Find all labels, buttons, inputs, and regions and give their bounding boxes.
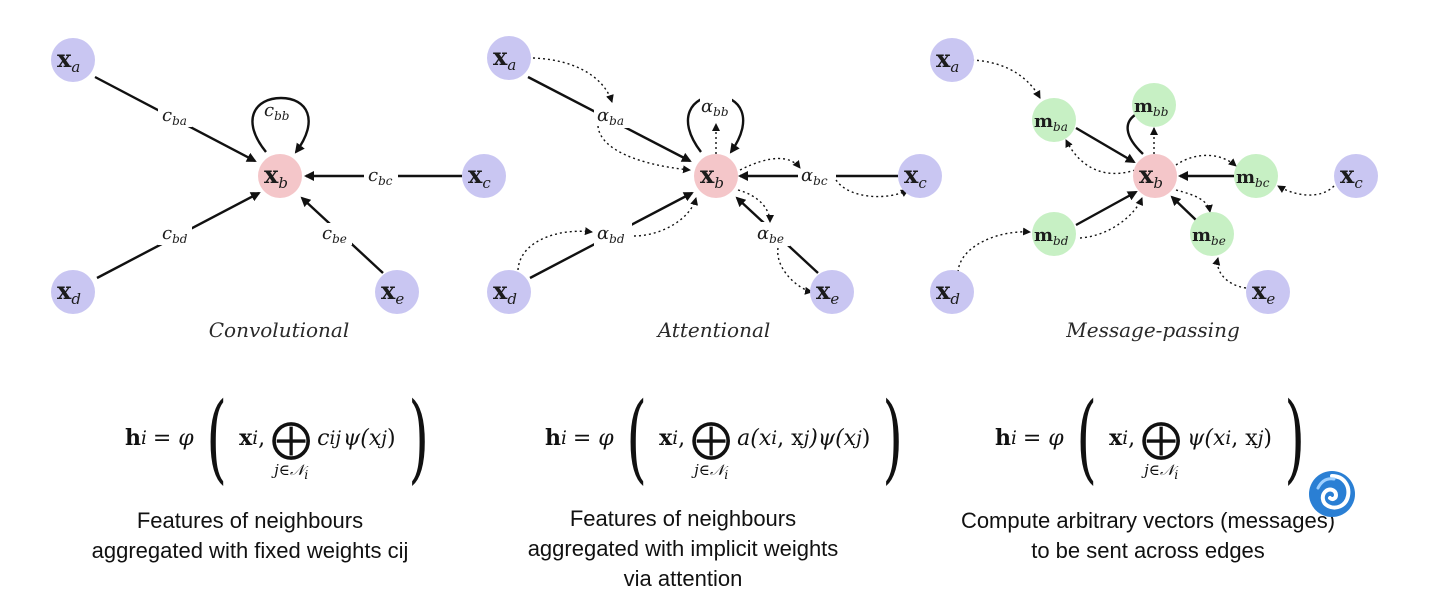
svg-text:xe: xe [381, 276, 404, 308]
node-xd: xd [487, 270, 531, 314]
svg-text:xe: xe [816, 276, 839, 308]
self-loop-b [1126, 114, 1144, 155]
node-xa: xa [487, 36, 531, 80]
edge-label-cbb: cbb [264, 100, 289, 123]
message-flows [957, 59, 1335, 289]
description-attentional: Features of neighbours aggregated with i… [527, 506, 839, 591]
node-xa: xa [51, 38, 95, 82]
svg-text:xb: xb [700, 160, 724, 192]
description-message-passing: Compute arbitrary vectors (messages) to … [960, 508, 1336, 563]
edge-mbd-b [1075, 190, 1138, 227]
svg-text:xd: xd [936, 276, 960, 308]
node-xb: xb [1133, 154, 1177, 198]
node-mba: mba [1032, 98, 1076, 142]
svg-text:xb: xb [1139, 160, 1163, 192]
node-xc: xc [898, 154, 942, 198]
svg-text:mbc: mbc [1236, 167, 1270, 190]
svg-text:xa: xa [936, 44, 959, 76]
edge-label-cba: cba [162, 105, 187, 128]
caption-attentional: Attentional [656, 318, 771, 342]
svg-text:xc: xc [468, 160, 491, 192]
edge-mbe-b [1170, 195, 1197, 221]
caption-convolutional: Convolutional [209, 318, 350, 342]
svg-text:xd: xd [493, 276, 517, 308]
svg-text:mbd: mbd [1034, 225, 1069, 248]
svg-text:mbb: mbb [1134, 96, 1168, 119]
svg-text:xa: xa [493, 42, 516, 74]
edge-label-aba: αba [597, 105, 624, 128]
svg-text:xb: xb [264, 160, 288, 192]
svg-text:mbe: mbe [1192, 225, 1226, 248]
node-mbb: mbb [1132, 83, 1176, 127]
edge-mba-b [1075, 126, 1136, 164]
svg-text:xc: xc [904, 160, 927, 192]
node-xb: xb [258, 154, 302, 198]
edge-label-abe: αbe [757, 223, 784, 246]
svg-text:xc: xc [1340, 160, 1363, 192]
node-xb: xb [694, 154, 738, 198]
svg-text:xa: xa [57, 44, 80, 76]
edge-label-cbd: cbd [162, 223, 188, 246]
edge-label-cbe: cbe [322, 223, 347, 246]
description-convolutional: Features of neighbours aggregated with f… [91, 508, 409, 563]
node-xc: xc [1334, 154, 1378, 198]
node-mbc: mbc [1234, 154, 1278, 198]
attention-flows [517, 57, 909, 295]
edge-label-abc: αbc [801, 165, 828, 188]
self-loop-b [251, 96, 310, 154]
node-xe: xe [810, 270, 854, 314]
edge-label-abd: αbd [597, 223, 625, 246]
edge-label-cbc: cbc [368, 165, 393, 188]
node-xd: xd [930, 270, 974, 314]
node-xc: xc [462, 154, 506, 198]
node-xe: xe [375, 270, 419, 314]
panel-attentional: αba αbb αbc αbd αbe xa xb xc xd xe Atten… [487, 36, 942, 342]
panel-message-passing: mba mbb mbc mbd mbe xa xb xc xd xe Messa… [930, 38, 1378, 342]
svg-text:xe: xe [1252, 276, 1275, 308]
swirl-logo-icon [1309, 471, 1355, 517]
panel-convolutional: cba cbb cbc cbd cbe xa xb xc xd xe Convo… [51, 38, 506, 342]
node-mbd: mbd [1032, 212, 1076, 256]
caption-message-passing: Message-passing [1065, 318, 1240, 342]
node-mbe: mbe [1190, 212, 1234, 256]
svg-text:mba: mba [1034, 111, 1068, 134]
node-xe: xe [1246, 270, 1290, 314]
node-xa: xa [930, 38, 974, 82]
svg-text:xd: xd [57, 276, 81, 308]
edge-label-abb: αbb [701, 96, 729, 119]
node-xd: xd [51, 270, 95, 314]
